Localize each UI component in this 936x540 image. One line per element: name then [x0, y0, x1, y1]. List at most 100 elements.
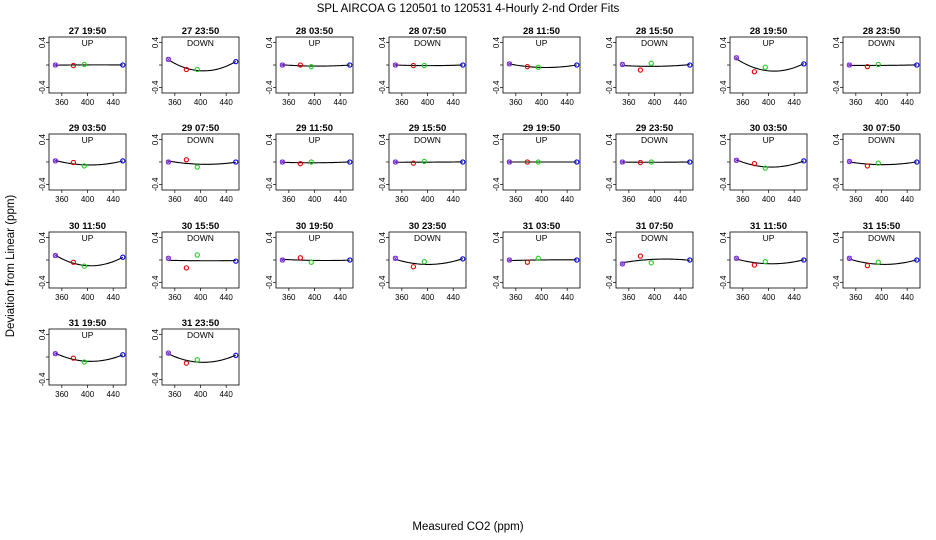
x-tick-label: 440 [900, 195, 914, 204]
x-tick-label: 360 [168, 195, 182, 204]
data-point [574, 62, 580, 68]
y-tick-label: -0.4 [151, 372, 160, 386]
data-point [347, 159, 353, 165]
fit-curve [55, 352, 123, 362]
x-tick-label: 440 [787, 98, 801, 107]
y-tick-label: 0.4 [151, 133, 160, 145]
panel-title: 29 07:50 [182, 123, 220, 134]
x-tick-label: 400 [762, 195, 776, 204]
y-tick-label: -0.4 [492, 275, 501, 289]
y-tick-label: 0.4 [38, 328, 47, 340]
data-point [183, 157, 190, 163]
panel-title: 30 23:50 [409, 221, 447, 232]
x-tick-label: 440 [446, 195, 460, 204]
data-point [194, 164, 200, 170]
x-tick-label: 400 [81, 98, 95, 107]
x-tick-label: 400 [535, 195, 549, 204]
data-point-marker [507, 61, 512, 67]
y-tick-label: -0.4 [719, 177, 728, 191]
y-tick-label: 0.4 [832, 133, 841, 145]
data-point [648, 260, 654, 266]
panel-direction: UP [763, 233, 775, 243]
x-tick-label: 440 [560, 293, 574, 302]
data-point [762, 64, 768, 70]
x-tick-label: 400 [194, 98, 208, 107]
y-tick-label: -0.4 [38, 177, 47, 191]
data-point [801, 257, 807, 263]
panel-title: 28 07:50 [409, 26, 447, 37]
y-tick-label: 0.4 [719, 231, 728, 243]
x-tick-label: 440 [560, 195, 574, 204]
fit-curve [395, 64, 463, 67]
panel-title: 29 03:50 [69, 123, 107, 134]
x-tick-label: 440 [106, 195, 120, 204]
data-point [297, 161, 304, 167]
data-point [687, 62, 693, 68]
x-tick-label: 440 [219, 98, 233, 107]
y-tick-label: 0.4 [605, 231, 614, 243]
data-point-marker [734, 158, 739, 163]
y-tick-label: -0.4 [378, 275, 387, 289]
x-tick-label: 400 [194, 195, 208, 204]
x-tick-label: 440 [219, 390, 233, 399]
panel-direction: UP [763, 135, 775, 145]
panel-direction: DOWN [414, 38, 441, 48]
panel-direction: DOWN [868, 38, 895, 48]
x-tick-label: 440 [333, 195, 347, 204]
data-point [637, 253, 644, 259]
data-point-marker [280, 159, 285, 165]
x-tick-label: 360 [849, 195, 863, 204]
data-point [52, 252, 59, 259]
data-point-marker [53, 158, 58, 164]
x-tick-label: 440 [106, 293, 120, 302]
panel-title: 31 19:50 [69, 318, 107, 329]
x-tick-label: 400 [648, 195, 662, 204]
x-tick-label: 440 [333, 98, 347, 107]
panel-direction: UP [82, 38, 94, 48]
data-point [392, 62, 399, 68]
data-point [648, 60, 654, 66]
x-tick-label: 360 [395, 98, 409, 107]
x-tick-label: 440 [673, 195, 687, 204]
panel-direction: UP [82, 330, 94, 340]
x-tick-label: 360 [168, 293, 182, 302]
x-tick-label: 360 [849, 98, 863, 107]
panel-title: 28 11:50 [523, 26, 560, 37]
data-point [279, 257, 286, 263]
x-tick-label: 400 [421, 98, 435, 107]
x-tick-label: 360 [849, 293, 863, 302]
y-tick-label: 0.4 [832, 231, 841, 243]
fit-curve [622, 64, 690, 67]
y-tick-label: 0.4 [832, 36, 841, 48]
data-point [751, 262, 758, 268]
data-point [762, 165, 768, 171]
data-point [535, 64, 541, 70]
data-point-marker [507, 159, 512, 165]
y-tick-label: 0.4 [378, 36, 387, 48]
y-tick-label: -0.4 [492, 177, 501, 191]
data-point [506, 159, 513, 165]
data-point [914, 159, 920, 165]
data-point [297, 62, 304, 68]
panel-title: 28 03:50 [296, 26, 334, 37]
panel-direction: DOWN [187, 135, 214, 145]
x-tick-label: 440 [673, 98, 687, 107]
data-point-marker [166, 350, 171, 356]
data-point [183, 66, 190, 73]
y-tick-label: -0.4 [265, 275, 274, 289]
data-point [233, 159, 239, 165]
data-point [297, 255, 304, 261]
x-tick-label: 400 [648, 98, 662, 107]
x-tick-label: 440 [900, 98, 914, 107]
data-point-marker [280, 62, 285, 68]
data-point [279, 62, 286, 68]
data-point [233, 352, 239, 358]
data-point [801, 61, 807, 67]
y-tick-label: -0.4 [492, 80, 501, 94]
